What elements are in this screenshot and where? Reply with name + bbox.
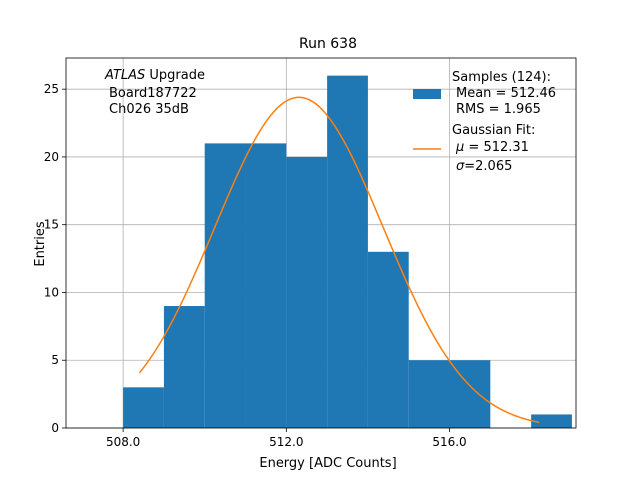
- y-axis-ticks: 0 5 10 15 20 25: [44, 82, 66, 435]
- legend-mu-value: = 512.31: [464, 140, 529, 155]
- x-axis-ticks: 508.0 512.0 516.0: [106, 428, 467, 449]
- y-tick-label-0: 0: [51, 421, 59, 435]
- chart-title: Run 638: [299, 36, 357, 52]
- plot-frame: [65, 57, 577, 429]
- svg-text:σ=2.065: σ=2.065: [456, 159, 512, 174]
- annotation-atlas: ATLAS: [104, 68, 145, 83]
- svg-text:ATLAS Upgrade: ATLAS Upgrade: [104, 68, 205, 83]
- histogram-bars: [123, 75, 572, 428]
- y-tick-label-4: 20: [44, 150, 59, 164]
- histogram-bar-5: [327, 75, 368, 428]
- gaussian-fit-curve: [138, 96, 540, 424]
- legend-mean: Mean = 512.46: [456, 86, 556, 101]
- histogram-bar-4: [286, 156, 328, 428]
- legend-sigma-symbol: σ: [456, 159, 465, 174]
- legend-sigma-value: =2.065: [464, 159, 512, 174]
- histogram-bar-8: [449, 360, 491, 428]
- legend-samples-label: Samples (124):: [452, 70, 551, 85]
- y-tick-label-1: 5: [51, 353, 59, 367]
- legend-mu-symbol: μ: [455, 140, 464, 155]
- x-tick-label-1: 512.0: [269, 435, 303, 449]
- x-tick-label-0: 508.0: [106, 435, 140, 449]
- annotation-upgrade: Upgrade: [145, 68, 205, 83]
- histogram-bar-6: [367, 251, 409, 428]
- histogram-bar-1: [163, 306, 205, 428]
- legend: Samples (124): Mean = 512.46 RMS = 1.965…: [413, 70, 556, 174]
- annotation-board: Board187722: [109, 86, 197, 101]
- histogram-bar-7: [408, 360, 450, 428]
- legend-samples-swatch: [413, 89, 441, 99]
- x-axis-label: Energy [ADC Counts]: [259, 456, 396, 471]
- legend-rms: RMS = 1.965: [456, 102, 541, 117]
- y-axis-label: Entries: [33, 221, 48, 267]
- histogram-bar-2: [204, 143, 246, 428]
- atlas-annotation: ATLAS Upgrade Board187722 Ch026 35dB: [104, 68, 205, 117]
- x-tick-label-2: 516.0: [432, 435, 466, 449]
- svg-text:μ = 512.31: μ = 512.31: [455, 140, 529, 155]
- y-tick-label-3: 15: [44, 218, 59, 232]
- histogram-bar-0: [123, 387, 164, 428]
- histogram-bar-3: [245, 143, 287, 428]
- histogram-bar-10: [531, 414, 572, 428]
- y-tick-label-5: 25: [44, 82, 59, 96]
- annotation-channel: Ch026 35dB: [109, 102, 189, 117]
- y-tick-label-2: 10: [44, 285, 59, 299]
- legend-fit-label: Gaussian Fit:: [452, 123, 535, 138]
